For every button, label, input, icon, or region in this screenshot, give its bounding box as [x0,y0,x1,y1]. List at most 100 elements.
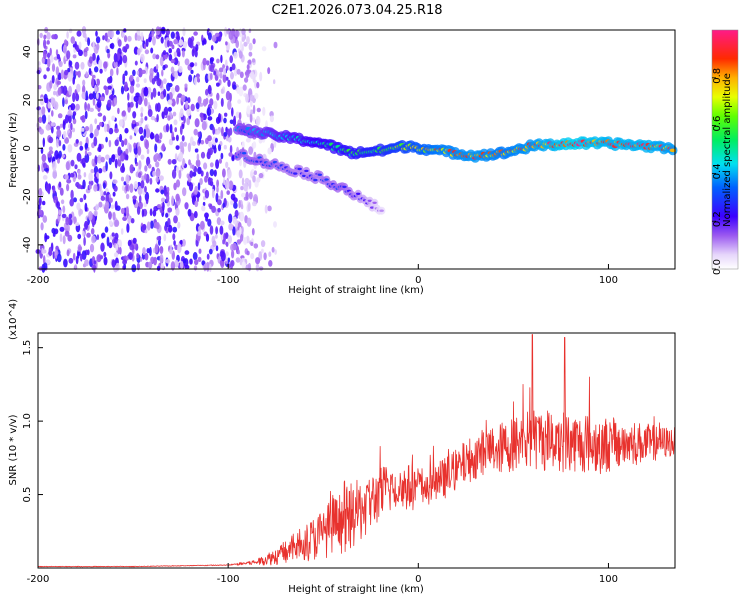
colorbar: 0.0 0.2 0.4 0.6 0.8 Normalized spectral ampl… [711,29,739,275]
spectrogram-cell [76,202,81,211]
spectrogram-cell [98,201,103,208]
spectrogram-cell [99,121,103,127]
spectrogram-cell [133,95,139,103]
spectrogram-cell [92,97,96,106]
spectrogram-cell [155,64,159,70]
spectrogram-cell [125,193,130,200]
spectrogram-cell [217,144,222,152]
spectrogram-x-tick-label: 100 [599,275,618,286]
spectrogram-x-tick-label: -200 [27,275,50,286]
spectrogram-cell [112,211,116,221]
spectrogram-cell [207,177,213,182]
spectrogram-cell [49,80,53,89]
spectrogram-trace-cell [313,178,318,182]
spectrogram-cell [171,159,177,165]
spectrogram-cell [268,260,273,267]
spectrogram-cell [82,32,87,38]
spectrogram-cell [210,45,214,51]
spectrogram-cell [70,159,75,167]
spectrogram-cell [217,199,222,206]
spectrogram-cell [67,67,71,73]
spectrogram-cell [252,38,256,45]
spectrogram-cell [105,136,108,143]
spectrogram-cell [163,88,167,98]
spectrogram-cell [175,207,180,216]
spectrogram-cell [123,263,127,270]
spectrogram-trace-cell [379,209,384,212]
spectrogram-cell [118,119,124,127]
spectrogram-cell [215,116,221,124]
spectrogram-cell [122,259,127,265]
spectrogram-cell [88,67,92,76]
spectrogram-cell [175,145,180,151]
spectrogram-cell [157,204,161,209]
spectrogram-cell [155,54,160,60]
spectrogram-cell [42,137,45,148]
spectrogram-cell [172,226,178,233]
spectrogram-cell [159,246,164,254]
spectrogram-cell [62,205,66,214]
spectrogram-cell [90,169,95,174]
spectrogram-cell [225,41,228,46]
spectrogram-cell [175,134,179,142]
colorbar-frame [711,29,739,270]
spectrogram-cell [225,90,231,101]
spectrogram-cell [147,163,152,169]
spectrogram-cell [71,127,76,133]
spectrogram-cell [216,82,220,87]
spectrogram-cell [175,179,181,188]
spectrogram-cell [147,109,153,117]
spectrogram-cell [253,194,258,204]
spectrogram-cell [62,144,66,151]
spectrogram-cell [151,28,155,38]
spectrogram-cell [72,92,76,103]
spectrogram-cell [84,153,90,163]
spectrogram-cell [197,182,201,191]
spectrogram-cell [178,169,182,179]
spectrogram-cell [100,196,106,201]
spectrogram-cell [98,59,103,70]
spectrogram-cell [120,228,124,235]
spectrogram-cell [174,70,179,80]
spectrogram-cell [141,208,145,218]
spectrogram-cell [134,157,137,165]
spectrogram-cell [187,97,191,104]
spectrogram-cell [77,174,82,180]
spectrogram-cell [252,141,257,149]
spectrogram-cell [255,263,260,272]
spectrogram-cell [122,216,127,221]
spectrogram-cell [88,56,93,64]
spectrogram-cell [252,104,256,115]
spectrogram-cell [217,70,220,77]
spectrogram-cell [51,110,54,117]
spectrogram-cell [123,35,128,43]
spectrogram-cell [163,233,167,242]
spectrogram-cell [220,88,224,94]
spectrogram-cell [153,256,158,266]
colorbar-tick-label: 0.6 [712,116,723,132]
spectrogram-cell [193,128,198,136]
spectrogram-cell [47,153,52,158]
spectrogram-cell [108,242,113,249]
spectrogram-cell [111,154,116,160]
spectrogram-cell [109,68,114,77]
spectrogram-cell [172,233,176,241]
spectrogram-cell [104,123,108,133]
spectrogram-cell [209,72,213,80]
spectrogram-cell [135,83,141,88]
spectrogram-cell [122,46,127,53]
spectrogram-cell [75,103,80,111]
spectrogram-cell [154,143,158,153]
spectrogram-cell [111,115,116,121]
spectrogram-cell [152,87,157,98]
spectrogram-cell [124,70,128,76]
spectrogram-cell [104,226,109,233]
colorbar-ticks: 0.0 0.2 0.4 0.6 0.8 [712,68,723,275]
spectrogram-cell [150,47,154,54]
spectrogram-cell [94,176,98,183]
spectrogram-cell [238,169,243,179]
spectrogram-cell [155,161,160,168]
spectrogram-cell [140,31,144,41]
spectrogram-cell [216,58,220,64]
spectrogram-cell [168,54,173,61]
